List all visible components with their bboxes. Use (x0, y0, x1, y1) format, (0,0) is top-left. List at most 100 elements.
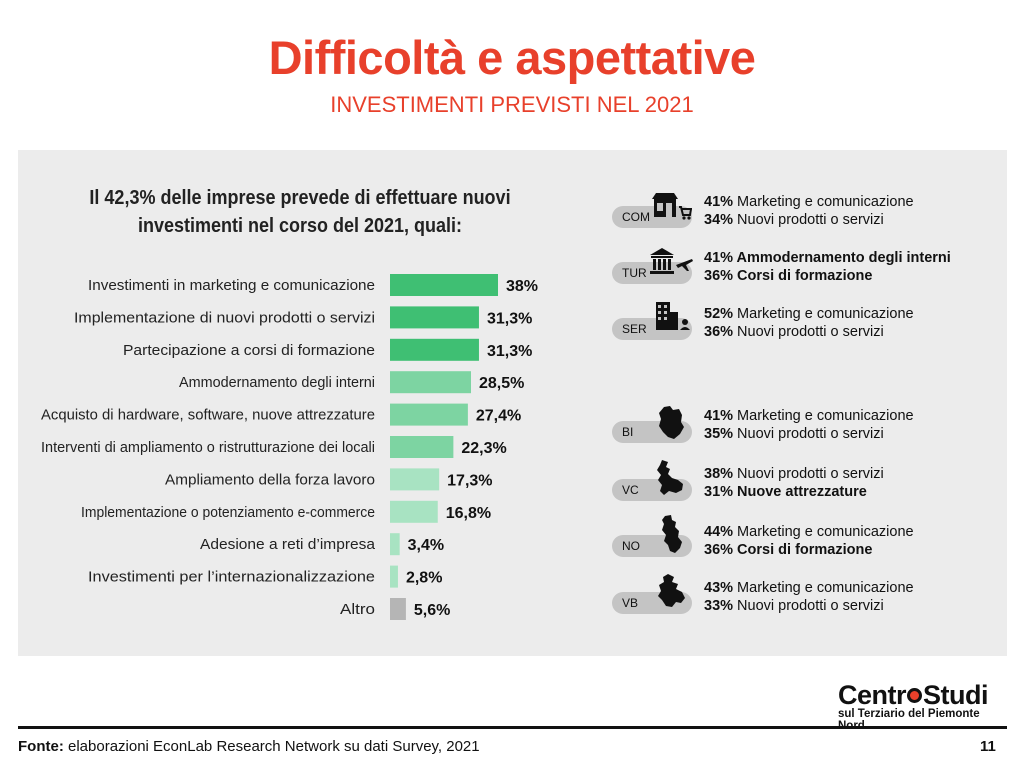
bar-category-label: Adesione a reti d’impresa (200, 537, 376, 553)
sector-values-com: 41% Marketing e comunicazione 34% Nuovi … (704, 193, 914, 229)
content-panel (18, 150, 1007, 656)
bar-value-label: 5,6% (414, 602, 450, 619)
logo-dot (907, 687, 923, 703)
sector-code: BI (622, 425, 634, 439)
sector-values-tur: 41% Ammodernamento degli interni 36% Cor… (704, 249, 951, 285)
sector-code: TUR (622, 266, 647, 280)
sector-pct: 41% (704, 408, 734, 424)
logo-subtitle: sul Terziario del Piemonte Nord (838, 708, 980, 732)
sector-item: Nuovi prodotti o servizi (733, 466, 884, 482)
sector-item: Corsi di formazione (733, 268, 873, 284)
sector-item: Nuovi prodotti o servizi (733, 212, 884, 228)
bar (390, 338, 479, 361)
bar-category-label: Implementazione o potenziamento e-commer… (81, 505, 375, 521)
bar-category-label: Interventi di ampliamento o ristrutturaz… (41, 440, 375, 456)
sector-item: Nuovi prodotti o servizi (733, 426, 884, 442)
bar-value-label: 3,4% (408, 537, 444, 554)
bar (390, 274, 498, 296)
bar-value-label: 28,5% (479, 375, 524, 392)
sector-item: Marketing e comunicazione (733, 408, 914, 424)
sector-code: VB (622, 596, 639, 610)
sector-pct: 43% (704, 580, 734, 596)
province-map-icon (657, 460, 683, 495)
sector-item: Nuove attrezzature (733, 484, 867, 500)
sector-pct: 41% (704, 194, 734, 210)
sector-values-vb: 43% Marketing e comunicazione 33% Nuovi … (704, 579, 914, 615)
sector-item: Marketing e comunicazione (733, 194, 914, 210)
bar-value-label: 2,8% (406, 570, 442, 587)
bar-category-label: Investimenti per l’internazionalizzazion… (88, 570, 375, 586)
source-text: elaborazioni EconLab Research Network su… (68, 738, 480, 755)
sector-values-ser: 52% Marketing e comunicazione 36% Nuovi … (704, 305, 914, 341)
sector-pct: 52% (704, 306, 734, 322)
bar (390, 306, 479, 329)
bar-value-label: 31,3% (487, 310, 532, 327)
sector-values-vc: 38% Nuovi prodotti o servizi 31% Nuove a… (704, 465, 884, 501)
bar-value-label: 27,4% (476, 408, 521, 425)
sector-pct: 36% (704, 268, 734, 284)
chart-intro: Il 42,3% delle imprese prevede di effett… (66, 184, 534, 240)
bar (390, 436, 454, 458)
intro-line-2: investimenti nel corso del 2021, quali: (137, 215, 463, 237)
sector-item: Marketing e comunicazione (733, 306, 914, 322)
office-building-icon (656, 302, 690, 330)
sector-pct: 44% (704, 524, 734, 540)
sector-code: SER (622, 322, 647, 336)
bar (390, 533, 400, 556)
sector-item: Marketing e comunicazione (733, 524, 914, 540)
sector-pct: 35% (704, 426, 734, 442)
sector-pct: 34% (704, 212, 734, 228)
sector-code: COM (622, 210, 650, 224)
intro-line-1: Il 42,3% delle imprese prevede di effett… (89, 187, 511, 209)
sector-pct: 31% (704, 484, 734, 500)
bar-value-label: 31,3% (487, 343, 532, 360)
bar-category-label: Ammodernamento degli interni (179, 375, 375, 391)
bar (390, 371, 471, 394)
sector-pct: 33% (704, 598, 734, 614)
province-map-icon (658, 574, 685, 607)
sector-item: Corsi di formazione (733, 542, 873, 558)
bar (390, 468, 440, 491)
footer-divider (18, 726, 1007, 729)
logo-part-2: Studi (923, 680, 989, 710)
sector-item: Nuovi prodotti o servizi (733, 324, 884, 340)
sector-item: Ammodernamento degli interni (733, 250, 951, 266)
province-map-icon (662, 515, 682, 553)
sector-item: Nuovi prodotti o servizi (733, 598, 884, 614)
province-map-icon (659, 406, 684, 439)
page-title: Difficoltà e aspettative (268, 31, 756, 84)
bar-category-label: Partecipazione a corsi di formazione (123, 343, 375, 359)
museum-plane-icon (650, 248, 693, 274)
page-number: 11 (980, 738, 996, 755)
bar-value-label: 22,3% (461, 440, 506, 457)
bar (390, 598, 406, 620)
shop-cart-icon (652, 193, 692, 220)
sector-pct: 36% (704, 542, 734, 558)
bar (390, 403, 468, 426)
bar-category-label: Investimenti in marketing e comunicazion… (88, 278, 375, 294)
sector-code: VC (622, 483, 639, 497)
bar-value-label: 38% (506, 278, 538, 295)
bar-value-label: 16,8% (446, 505, 491, 522)
logo-wordmark: Centr Studi (838, 680, 1008, 710)
sector-pct: 38% (704, 466, 734, 482)
sector-item: Marketing e comunicazione (733, 580, 914, 596)
logo-part-1: Centr (838, 680, 907, 710)
sector-values-no: 44% Marketing e comunicazione 36% Corsi … (704, 523, 914, 559)
source-note: Fonte: elaborazioni EconLab Research Net… (18, 738, 480, 755)
sector-pct: 41% (704, 250, 734, 266)
bar-category-label: Implementazione di nuovi prodotti o serv… (74, 310, 375, 326)
bar (390, 500, 438, 523)
bar-value-label: 17,3% (447, 472, 492, 489)
bar-category-label: Altro (340, 602, 375, 618)
bar-category-label: Ampliamento della forza lavoro (165, 472, 375, 488)
sector-pct: 36% (704, 324, 734, 340)
centrostudi-logo: Centr Studi sul Terziario del Piemonte No… (838, 680, 1008, 732)
bar-category-label: Acquisto di hardware, software, nuove at… (41, 408, 375, 424)
sector-code: NO (622, 539, 640, 553)
bar (390, 565, 398, 588)
source-label: Fonte: (18, 738, 64, 755)
sector-values-bi: 41% Marketing e comunicazione 35% Nuovi … (704, 407, 914, 443)
page-subtitle: INVESTIMENTI PREVISTI NEL 2021 (330, 92, 694, 117)
